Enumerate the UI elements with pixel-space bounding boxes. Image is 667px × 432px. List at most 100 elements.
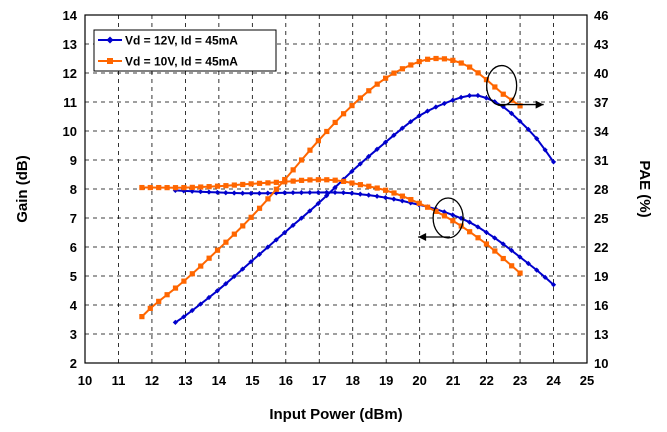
series-2-gain-point <box>139 184 145 191</box>
series-1-pae-point <box>399 125 405 131</box>
series-1-gain-point <box>332 189 338 196</box>
series-2-pae-point <box>441 56 448 62</box>
series-1-pae-point <box>424 108 431 114</box>
legend-marker-1 <box>106 36 114 44</box>
series-1-gain-point <box>239 190 246 196</box>
series-2-pae-point <box>458 60 464 66</box>
series-2-gain-point <box>156 184 162 191</box>
series-1-gain-point <box>206 189 212 195</box>
series-1-pae-point <box>315 200 321 207</box>
series-1-pae-point <box>374 146 380 152</box>
series-2-pae-point <box>156 298 162 304</box>
series-1-pae-point <box>181 314 187 320</box>
series-2-pae-point <box>231 231 237 237</box>
x-tick-label: 18 <box>345 373 359 388</box>
series-1-gain-point <box>534 267 540 273</box>
annotation-arrowhead-2 <box>418 233 427 241</box>
series-2-pae-point <box>198 263 204 269</box>
series-1-gain-point <box>223 190 229 196</box>
series-1-pae-point <box>550 159 557 165</box>
series-2-pae-point <box>307 147 313 153</box>
x-tick-label: 12 <box>145 373 159 388</box>
series-2-gain-point <box>172 185 179 191</box>
series-1-pae-point <box>391 132 397 138</box>
series-2-gain-point <box>374 185 380 191</box>
series-2-gain-line <box>141 178 521 274</box>
x-tick-label: 17 <box>312 373 326 388</box>
series-1-pae-point <box>466 92 473 99</box>
y-axis-title: Gain (dB) <box>14 155 31 223</box>
series-1-gain-point <box>374 193 380 199</box>
series-2-gain-point <box>332 177 338 183</box>
series-2-gain-point <box>147 184 153 191</box>
annotation-circle-2 <box>432 197 464 239</box>
series-2-gain-point <box>349 180 355 186</box>
series-2-pae-point <box>374 81 380 87</box>
y-tick-label: 3 <box>70 327 77 342</box>
series-1-gain-point <box>382 194 389 201</box>
x-tick-label: 16 <box>279 373 293 388</box>
series-2-pae-point <box>399 66 406 72</box>
series-2-pae-point <box>223 239 229 245</box>
series-1-gain-point <box>357 191 363 197</box>
x-tick-label: 25 <box>580 373 594 388</box>
y2-tick-label: 28 <box>594 182 608 197</box>
y-tick-label: 13 <box>63 37 77 52</box>
x-tick-label: 11 <box>112 373 126 388</box>
y-tick-label: 10 <box>63 124 77 139</box>
series-1-gain-point <box>256 190 262 196</box>
series-2-gain-point <box>517 270 523 276</box>
y-tick-label: 11 <box>63 95 77 110</box>
y2-tick-label: 10 <box>594 356 608 371</box>
series-2-gain-point <box>298 177 305 183</box>
series-2-pae-point <box>492 84 498 90</box>
series-2-gain-point <box>399 193 406 199</box>
series-1-gain-point <box>340 190 347 196</box>
series-2-pae-line <box>141 57 521 318</box>
series-1-gain-point <box>525 260 531 267</box>
series-2-gain-point <box>500 255 506 262</box>
series-1-gain-point <box>517 254 523 260</box>
series-2-pae-point <box>483 77 490 83</box>
y2-tick-label: 16 <box>594 298 608 313</box>
legend-label-1: Vd = 12V, Id = 45mA <box>125 34 238 48</box>
y-tick-label: 14 <box>63 8 78 23</box>
series-1-gain-point <box>500 241 506 247</box>
series-2-gain-point <box>164 185 170 191</box>
series-2-pae-point <box>206 255 212 261</box>
series-1-pae-point <box>324 193 330 199</box>
series-2-gain-point <box>509 263 515 269</box>
series-2-gain-point <box>340 178 347 185</box>
series-2-gain-point <box>383 187 389 193</box>
y-tick-label: 2 <box>70 356 77 371</box>
legend-entry-1: Vd = 12V, Id = 45mA <box>98 34 238 48</box>
series-2-pae-point <box>290 167 296 173</box>
series-2-gain-point <box>324 177 330 183</box>
series-2-gain-point <box>307 177 313 183</box>
legend-box <box>93 29 277 72</box>
series-1-pae-point <box>206 294 212 301</box>
x-tick-label: 22 <box>479 373 493 388</box>
series-1-gain-point <box>483 229 489 235</box>
series-2-pae-point <box>147 305 153 311</box>
y-tick-label: 8 <box>70 182 77 197</box>
series-2-gain-point <box>315 177 321 183</box>
plot-area-frame <box>84 14 588 364</box>
series-1-gain-point <box>290 190 296 196</box>
series-2-pae-point <box>408 62 414 68</box>
series-1-pae-point <box>248 259 254 265</box>
series-2-pae-point <box>425 56 431 62</box>
series-2-gain-point <box>441 213 448 219</box>
series-2-pae-point <box>366 88 372 94</box>
series-1-gain-line <box>175 189 555 286</box>
series-1-pae-point <box>256 251 262 258</box>
series-1-gain-point <box>450 212 456 218</box>
series-2-pae-point <box>450 57 456 63</box>
series-2-pae-point <box>340 111 347 117</box>
annotation-circle-1 <box>486 64 518 107</box>
series-1-gain-point <box>466 219 473 225</box>
series-2-gain-point <box>483 241 490 247</box>
series-1-pae-point <box>441 100 447 107</box>
y2-tick-label: 19 <box>594 269 608 284</box>
